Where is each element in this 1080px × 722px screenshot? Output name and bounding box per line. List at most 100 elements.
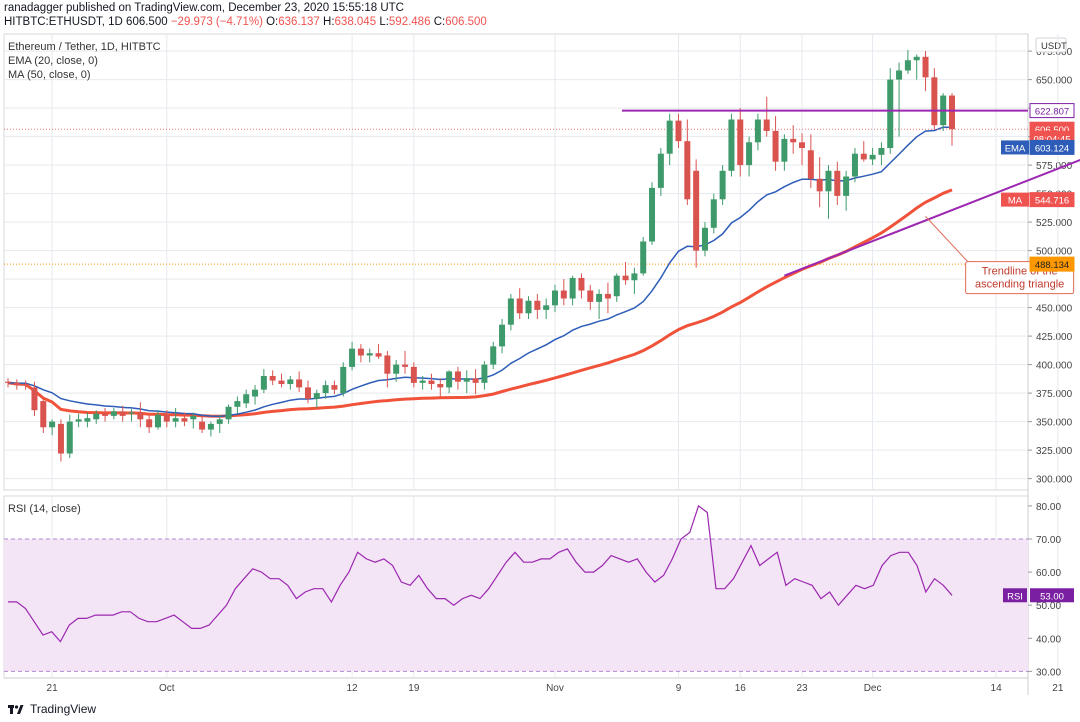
candle-body — [772, 130, 779, 162]
rsi-tick-label: 70.00 — [1036, 535, 1061, 546]
open-label: O: — [266, 16, 279, 28]
axis-tag-bg — [1001, 140, 1029, 155]
time-tick-label: Oct — [159, 683, 175, 694]
ma-legend: MA (50, close, 0) — [8, 69, 91, 81]
time-tick-label: 12 — [347, 683, 359, 694]
candle-body — [393, 364, 400, 374]
rsi-band — [4, 539, 1028, 672]
candle-body — [331, 385, 338, 390]
rsi-tick-label: 80.00 — [1036, 502, 1061, 513]
price-tick-label: 300.000 — [1036, 475, 1073, 486]
candle-body — [949, 95, 955, 130]
price-label-last: 606.500 — [1035, 125, 1069, 136]
candle-body — [463, 378, 470, 382]
main-legend: Ethereum / Tether, 1D, HITBTC EMA (20, c… — [8, 40, 161, 82]
candle-body — [675, 120, 682, 142]
candle-body — [896, 70, 903, 80]
time-tick-label: 9 — [676, 683, 682, 694]
low-label: L: — [379, 16, 389, 28]
candle-body — [137, 412, 144, 420]
candle-body — [366, 353, 373, 356]
candle-body — [57, 423, 64, 454]
candle-body — [349, 348, 356, 367]
candle-body — [428, 380, 435, 384]
candle-body — [604, 293, 611, 299]
rsi-tick-label: 40.00 — [1036, 634, 1061, 645]
close-value: 606.500 — [445, 16, 487, 28]
candle-body — [163, 414, 170, 422]
rsi-legend: RSI (14, close) — [8, 502, 81, 516]
candle-body — [110, 411, 117, 416]
price-label-ma: 544.716 — [1035, 196, 1069, 207]
candle-body — [119, 411, 126, 416]
candle-body — [728, 119, 735, 171]
candle-body — [375, 353, 382, 357]
candle-body — [869, 154, 876, 160]
price-tick-label: 350.000 — [1036, 418, 1073, 429]
candle-body — [313, 393, 320, 399]
ma50-line — [7, 188, 953, 418]
time-tick-label: 21 — [47, 683, 59, 694]
candle-body — [322, 385, 329, 394]
time-tick-label: 16 — [735, 683, 747, 694]
price-label-ema: 603.124 — [1035, 143, 1069, 154]
candle-body — [13, 382, 20, 386]
candle-body — [446, 371, 453, 388]
currency-badge — [1035, 37, 1067, 53]
last-price: 606.500 — [126, 16, 168, 28]
candle-body — [181, 418, 188, 422]
candle-body — [737, 119, 744, 166]
rsi-last-bg — [1030, 588, 1074, 603]
candle-body — [207, 423, 214, 430]
ohlc-line: HITBTC:ETHUSDT, 1D 606.500 −29.973 (−4.7… — [4, 15, 487, 29]
price-label-bg — [1029, 192, 1075, 208]
axis-tag-bg — [1001, 192, 1029, 207]
candle-body — [754, 119, 761, 143]
candle-body — [543, 305, 550, 310]
candle-body — [684, 141, 691, 200]
candle-body — [851, 153, 858, 177]
candle-body — [269, 376, 276, 381]
candle-body — [243, 394, 250, 404]
candle-body — [437, 383, 444, 388]
price-label-resistance: 622.807 — [1035, 107, 1069, 118]
price-change: −29.973 (−4.71%) — [170, 16, 263, 28]
candle-body — [216, 419, 223, 424]
candle-body — [75, 419, 82, 422]
candle-body — [66, 421, 73, 454]
ascending-trendline — [784, 158, 1080, 277]
candle-body — [516, 298, 523, 314]
rsi-line — [8, 504, 953, 643]
candle-body — [225, 406, 232, 420]
candle-body — [154, 414, 161, 428]
candle-body — [49, 421, 56, 428]
candle-body — [84, 418, 91, 422]
price-tick-label: 400.000 — [1036, 361, 1073, 372]
candle-body — [419, 380, 426, 383]
candle-body — [402, 364, 409, 367]
time-tick-label: 14 — [991, 683, 1003, 694]
candle-body — [199, 421, 206, 430]
price-label-bg — [1029, 256, 1075, 272]
candle-body — [719, 170, 726, 200]
candle-body — [146, 419, 153, 428]
rsi-title: RSI (14, close) — [8, 503, 81, 515]
price-tick-label: 525.000 — [1036, 218, 1073, 229]
candle-body — [454, 371, 461, 382]
candle-body — [587, 290, 594, 302]
candle-body — [781, 138, 788, 162]
candle-body — [472, 378, 479, 383]
rsi-tick-label: 60.00 — [1036, 568, 1061, 579]
high-label: H: — [323, 16, 335, 28]
axis-tag-ema: EMA — [1005, 143, 1026, 154]
candle-body — [384, 355, 391, 374]
candle-body — [622, 275, 629, 281]
candle-body — [746, 142, 753, 166]
open-value: 636.137 — [278, 16, 320, 28]
candle-body — [234, 401, 241, 407]
symbol-label: HITBTC:ETHUSDT, 1D — [4, 16, 123, 28]
candle-body — [560, 290, 567, 299]
candle-body — [843, 176, 850, 196]
candle-body — [551, 290, 558, 306]
